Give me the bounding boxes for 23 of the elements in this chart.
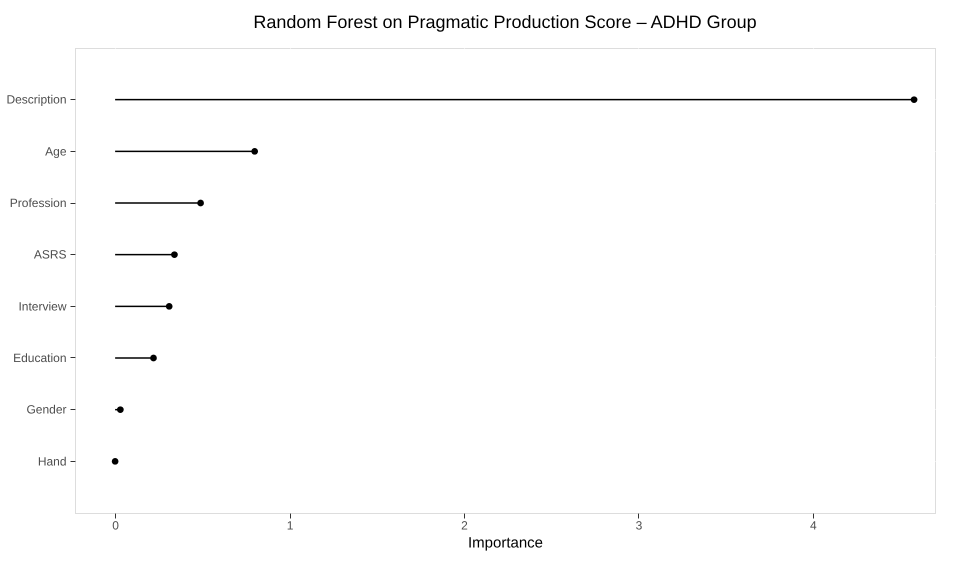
y-tick-label: Interview bbox=[18, 299, 67, 314]
y-tick-label: Profession bbox=[10, 196, 66, 210]
y-tick-label: Education bbox=[13, 351, 66, 365]
x-tick-label: 2 bbox=[461, 518, 468, 532]
y-tick-label: Gender bbox=[26, 402, 66, 417]
x-tick-label: 4 bbox=[810, 518, 818, 532]
point bbox=[251, 148, 258, 155]
y-tick-label: Description bbox=[6, 92, 66, 107]
y-tick-label: Hand bbox=[38, 454, 66, 468]
chart-title: Random Forest on Pragmatic Production Score – ADHD Group bbox=[253, 12, 757, 32]
x-tick-label: 1 bbox=[286, 518, 294, 532]
point bbox=[197, 200, 204, 206]
x-tick-label: 3 bbox=[636, 518, 643, 532]
x-axis-title: Importance bbox=[468, 534, 544, 552]
x-tick-label: 0 bbox=[112, 518, 120, 532]
point bbox=[112, 458, 118, 465]
y-tick-label: Age bbox=[45, 144, 67, 158]
point bbox=[171, 251, 178, 258]
point bbox=[910, 96, 918, 104]
y-tick-label: ASRS bbox=[34, 248, 66, 262]
point bbox=[150, 354, 157, 362]
point bbox=[117, 406, 124, 414]
point bbox=[166, 302, 173, 310]
